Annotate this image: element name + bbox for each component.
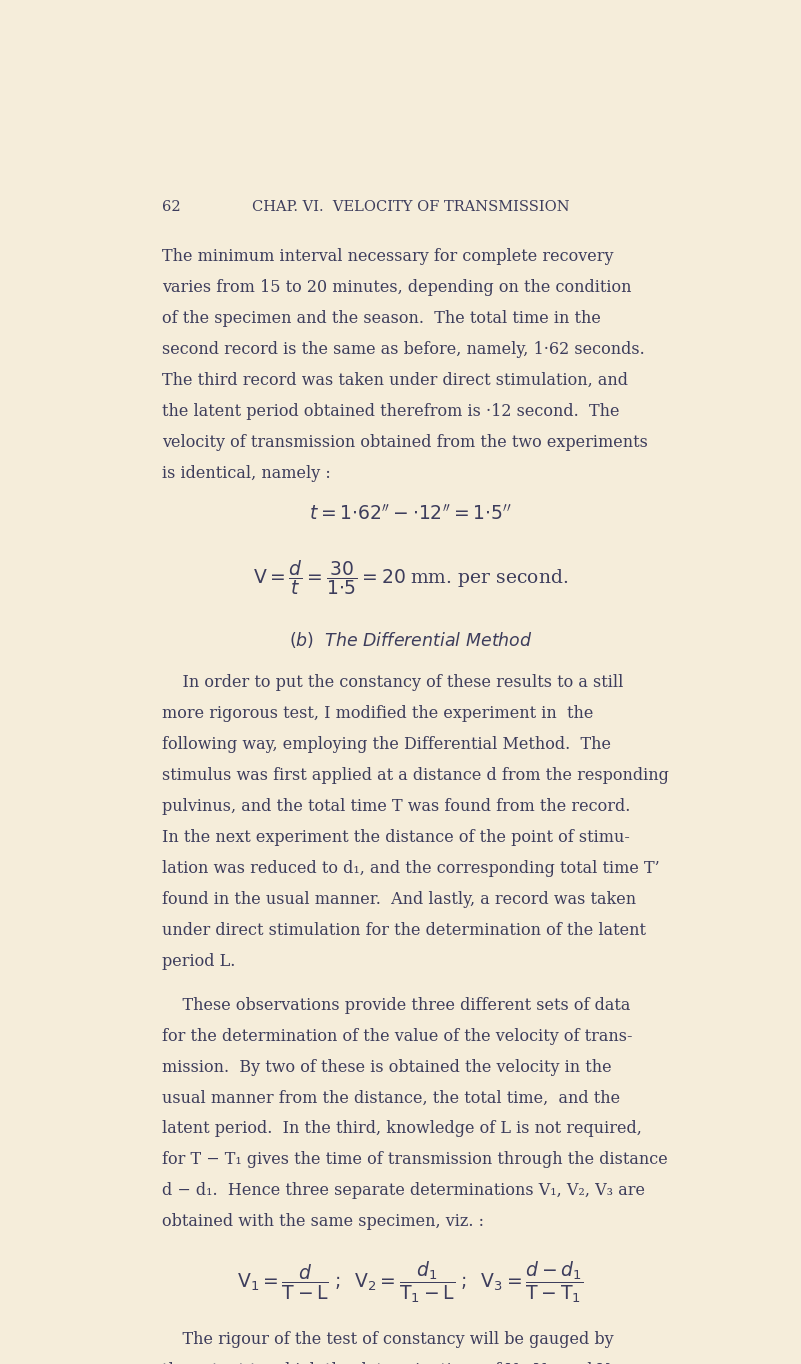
Text: varies from 15 to 20 minutes, depending on the condition: varies from 15 to 20 minutes, depending … [162,278,632,296]
Text: In order to put the constancy of these results to a still: In order to put the constancy of these r… [162,674,623,692]
Text: The third record was taken under direct stimulation, and: The third record was taken under direct … [162,371,628,389]
Text: of the specimen and the season.  The total time in the: of the specimen and the season. The tota… [162,310,601,326]
Text: d − d₁.  Hence three separate determinations V₁, V₂, V₃ are: d − d₁. Hence three separate determinati… [162,1183,645,1199]
Text: latent period.  In the third, knowledge of L is not required,: latent period. In the third, knowledge o… [162,1120,642,1138]
Text: following way, employing the Differential Method.  The: following way, employing the Differentia… [162,737,611,753]
Text: period L.: period L. [162,953,235,970]
Text: for the determination of the value of the velocity of trans-: for the determination of the value of th… [162,1027,633,1045]
Text: the latent period obtained therefrom is ·12 second.  The: the latent period obtained therefrom is … [162,402,620,420]
Text: $\mathrm{V} = \dfrac{d}{t} = \dfrac{30}{1{\cdot}5} = 20\;$mm. per second.: $\mathrm{V} = \dfrac{d}{t} = \dfrac{30}{… [253,559,568,597]
Text: The minimum interval necessary for complete recovery: The minimum interval necessary for compl… [162,248,614,265]
Text: velocity of transmission obtained from the two experiments: velocity of transmission obtained from t… [162,434,648,450]
Text: found in the usual manner.  And lastly, a record was taken: found in the usual manner. And lastly, a… [162,891,636,908]
Text: CHAP. VI.  VELOCITY OF TRANSMISSION: CHAP. VI. VELOCITY OF TRANSMISSION [252,201,570,214]
Text: second record is the same as before, namely, 1·62 seconds.: second record is the same as before, nam… [162,341,645,357]
Text: The rigour of the test of constancy will be gauged by: The rigour of the test of constancy will… [162,1330,614,1348]
Text: In the next experiment the distance of the point of stimu-: In the next experiment the distance of t… [162,829,630,846]
Text: $\mathrm{V_1} =\dfrac{d}{\mathrm{T}-\mathrm{L}}$$\;;\;\; \mathrm{V_2} = \dfrac{d: $\mathrm{V_1} =\dfrac{d}{\mathrm{T}-\mat… [237,1259,584,1304]
Text: more rigorous test, I modified the experiment in  the: more rigorous test, I modified the exper… [162,705,594,722]
Text: $(b)$  $\mathit{The\ Differential\ Method}$: $(b)$ $\mathit{The\ Differential\ Method… [288,630,533,651]
Text: under direct stimulation for the determination of the latent: under direct stimulation for the determi… [162,922,646,938]
Text: 62: 62 [162,201,181,214]
Text: These observations provide three different sets of data: These observations provide three differe… [162,997,630,1013]
Text: pulvinus, and the total time T was found from the record.: pulvinus, and the total time T was found… [162,798,630,816]
Text: lation was reduced to d₁, and the corresponding total time T’: lation was reduced to d₁, and the corres… [162,861,660,877]
Text: $t = 1{\cdot}62'' - {\cdot}12'' = 1{\cdot}5''$: $t = 1{\cdot}62'' - {\cdot}12'' = 1{\cdo… [309,503,512,524]
Text: is identical, namely :: is identical, namely : [162,465,331,481]
Text: mission.  By two of these is obtained the velocity in the: mission. By two of these is obtained the… [162,1058,612,1076]
Text: stimulus was first applied at a distance d from the responding: stimulus was first applied at a distance… [162,767,669,784]
Text: obtained with the same specimen, viz. :: obtained with the same specimen, viz. : [162,1214,484,1230]
Text: usual manner from the distance, the total time,  and the: usual manner from the distance, the tota… [162,1090,620,1106]
Text: the extent to which the determinations of V₁, V₂, and V₃ are: the extent to which the determinations o… [162,1361,648,1364]
Text: for T − T₁ gives the time of transmission through the distance: for T − T₁ gives the time of transmissio… [162,1151,668,1169]
